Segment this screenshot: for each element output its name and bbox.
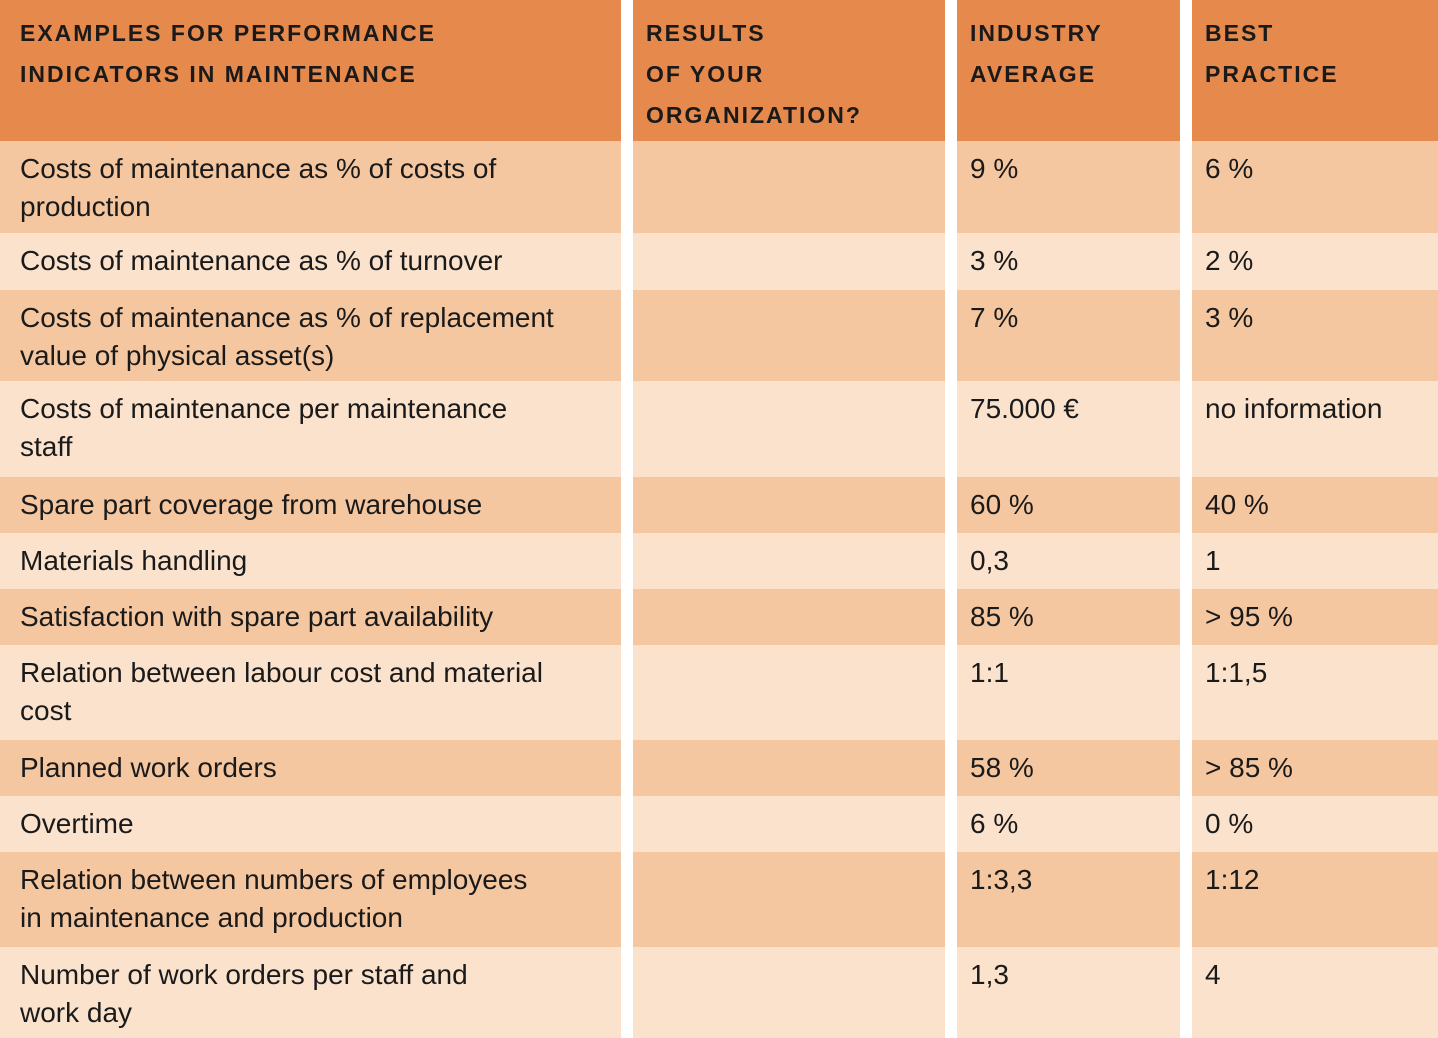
row-label-cell: Costs of maintenance as % of replacement… [0, 290, 621, 381]
header-row: EXAMPLES FOR PERFORMANCE INDICATORS IN M… [0, 0, 1438, 141]
industry-average-cell: 85 % [957, 589, 1180, 645]
organization-result-cell [633, 290, 945, 381]
row-label-cell: Costs of maintenance as % of costs of pr… [0, 141, 621, 233]
row-label-cell: Number of work orders per staff and work… [0, 947, 621, 1038]
organization-result-cell [633, 381, 945, 477]
best-practice-cell: 6 % [1192, 141, 1438, 233]
organization-result-cell [633, 233, 945, 290]
header-cell-indicators: EXAMPLES FOR PERFORMANCE INDICATORS IN M… [0, 0, 621, 141]
industry-average-cell: 58 % [957, 740, 1180, 796]
organization-result-cell [633, 740, 945, 796]
row-label-cell: Relation between labour cost and materia… [0, 645, 621, 740]
table-row: Relation between labour cost and materia… [0, 645, 1438, 740]
organization-result-cell [633, 796, 945, 852]
table-row: Planned work orders 58 % > 85 % [0, 740, 1438, 796]
organization-result-cell [633, 852, 945, 947]
organization-result-cell [633, 477, 945, 533]
organization-result-cell [633, 589, 945, 645]
table-row: Spare part coverage from warehouse 60 % … [0, 477, 1438, 533]
best-practice-cell: > 85 % [1192, 740, 1438, 796]
row-label-cell: Costs of maintenance per maintenance sta… [0, 381, 621, 477]
table-row: Costs of maintenance as % of turnover 3 … [0, 233, 1438, 290]
organization-result-cell [633, 947, 945, 1038]
industry-average-cell: 1:3,3 [957, 852, 1180, 947]
industry-average-cell: 75.000 € [957, 381, 1180, 477]
industry-average-cell: 6 % [957, 796, 1180, 852]
best-practice-cell: 2 % [1192, 233, 1438, 290]
best-practice-cell: 1 [1192, 533, 1438, 589]
best-practice-cell: 3 % [1192, 290, 1438, 381]
best-practice-cell: 1:1,5 [1192, 645, 1438, 740]
row-label-cell: Costs of maintenance as % of turnover [0, 233, 621, 290]
best-practice-cell: 40 % [1192, 477, 1438, 533]
row-label-cell: Planned work orders [0, 740, 621, 796]
industry-average-cell: 1,3 [957, 947, 1180, 1038]
best-practice-cell: > 95 % [1192, 589, 1438, 645]
industry-average-cell: 7 % [957, 290, 1180, 381]
header-cell-best-practice: BEST PRACTICE [1192, 0, 1438, 141]
best-practice-cell: 4 [1192, 947, 1438, 1038]
organization-result-cell [633, 533, 945, 589]
row-label-cell: Relation between numbers of employees in… [0, 852, 621, 947]
row-label-cell: Satisfaction with spare part availabilit… [0, 589, 621, 645]
table-row: Number of work orders per staff and work… [0, 947, 1438, 1038]
row-label-cell: Spare part coverage from warehouse [0, 477, 621, 533]
industry-average-cell: 0,3 [957, 533, 1180, 589]
table-row: Relation between numbers of employees in… [0, 852, 1438, 947]
best-practice-cell: 0 % [1192, 796, 1438, 852]
row-label-cell: Overtime [0, 796, 621, 852]
table-row: Costs of maintenance as % of replacement… [0, 290, 1438, 381]
industry-average-cell: 9 % [957, 141, 1180, 233]
table-row: Costs of maintenance per maintenance sta… [0, 381, 1438, 477]
table-row: Satisfaction with spare part availabilit… [0, 589, 1438, 645]
organization-result-cell [633, 645, 945, 740]
industry-average-cell: 60 % [957, 477, 1180, 533]
table-row: Materials handling 0,3 1 [0, 533, 1438, 589]
header-cell-industry-average: INDUSTRY AVERAGE [957, 0, 1180, 141]
header-cell-organization-results: RESULTS OF YOUR ORGANIZATION? [633, 0, 945, 141]
industry-average-cell: 1:1 [957, 645, 1180, 740]
best-practice-cell: 1:12 [1192, 852, 1438, 947]
row-label-cell: Materials handling [0, 533, 621, 589]
organization-result-cell [633, 141, 945, 233]
best-practice-cell: no information [1192, 381, 1438, 477]
industry-average-cell: 3 % [957, 233, 1180, 290]
table-row: Costs of maintenance as % of costs of pr… [0, 141, 1438, 233]
table-row: Overtime 6 % 0 % [0, 796, 1438, 852]
